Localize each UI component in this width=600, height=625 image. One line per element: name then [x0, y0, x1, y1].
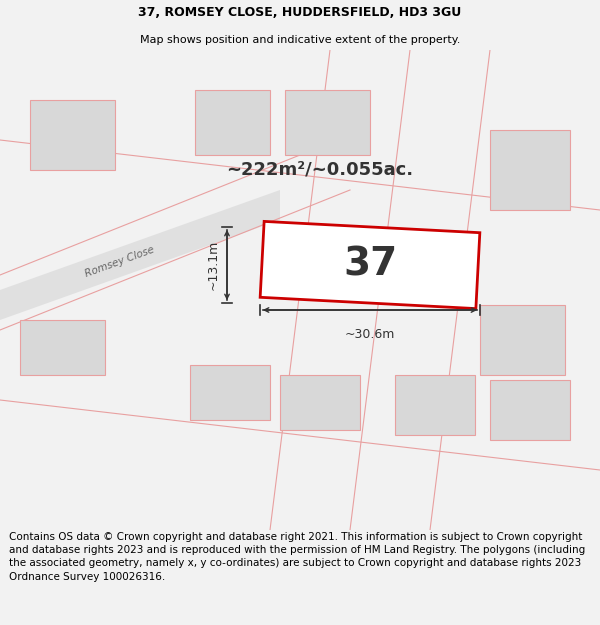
Polygon shape [395, 375, 475, 435]
Polygon shape [260, 221, 480, 309]
Text: ~13.1m: ~13.1m [206, 240, 220, 290]
Text: Romsey Close: Romsey Close [84, 245, 156, 279]
Polygon shape [30, 100, 115, 170]
Polygon shape [490, 380, 570, 440]
Polygon shape [480, 305, 565, 375]
Polygon shape [190, 365, 270, 420]
Polygon shape [280, 375, 360, 430]
Polygon shape [285, 90, 370, 155]
Text: Contains OS data © Crown copyright and database right 2021. This information is : Contains OS data © Crown copyright and d… [9, 532, 585, 581]
Polygon shape [0, 190, 280, 320]
Text: ~30.6m: ~30.6m [345, 328, 395, 341]
Text: ~222m²/~0.055ac.: ~222m²/~0.055ac. [226, 161, 413, 179]
Polygon shape [195, 90, 270, 155]
Polygon shape [490, 130, 570, 210]
Text: 37: 37 [343, 246, 397, 284]
Text: Map shows position and indicative extent of the property.: Map shows position and indicative extent… [140, 35, 460, 45]
Text: 37, ROMSEY CLOSE, HUDDERSFIELD, HD3 3GU: 37, ROMSEY CLOSE, HUDDERSFIELD, HD3 3GU [139, 6, 461, 19]
Polygon shape [20, 320, 105, 375]
